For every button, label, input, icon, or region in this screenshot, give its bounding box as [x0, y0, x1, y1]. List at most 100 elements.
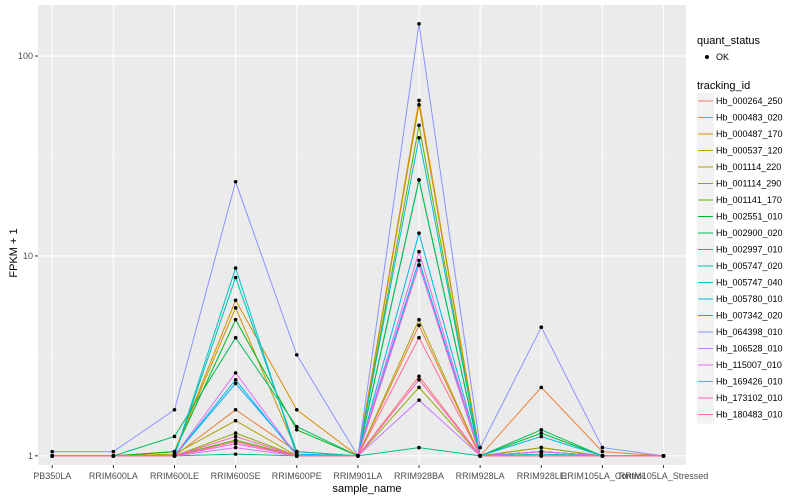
data-point	[417, 98, 421, 103]
data-point	[417, 378, 421, 382]
data-point	[417, 231, 421, 235]
data-point	[233, 452, 238, 456]
data-point	[172, 449, 177, 454]
data-point	[294, 353, 299, 357]
data-point	[50, 454, 55, 458]
data-point	[600, 454, 605, 458]
data-point	[233, 266, 238, 270]
data-point	[233, 335, 238, 340]
data-point	[294, 427, 299, 432]
data-point	[50, 449, 55, 454]
data-point	[539, 449, 544, 454]
data-point	[539, 434, 544, 439]
data-point	[233, 298, 238, 303]
plot-panel	[38, 5, 686, 465]
data-point	[600, 445, 605, 450]
y-axis: 1 10 100	[18, 51, 38, 461]
x-tick-label: RRIM600SE	[211, 471, 261, 481]
data-point	[233, 431, 238, 435]
data-point	[233, 317, 238, 322]
legend-item-label: Hb_005780_010	[716, 294, 783, 304]
x-tick-label: RRIM105LA_Control	[561, 471, 644, 481]
data-point	[233, 445, 238, 450]
legend-item-label: Hb_001114_290	[716, 179, 781, 189]
legend-item-label: Hb_169426_010	[716, 377, 783, 387]
x-axis: PB350LA RRIM600LA RRIM600LE RRIM600SE RRIM60…	[33, 465, 708, 481]
legend-item-label: Hb_000537_120	[716, 146, 783, 156]
legend-series-title: tracking_id	[697, 80, 750, 92]
data-point	[600, 449, 605, 454]
data-point	[111, 454, 116, 458]
data-point	[233, 179, 238, 184]
y-tick-label: 100	[18, 51, 33, 61]
x-axis-label: sample_name	[332, 483, 401, 495]
data-point	[294, 449, 299, 454]
data-point	[539, 431, 544, 435]
x-tick-label: RRIM600LA	[89, 471, 138, 481]
legend-item-label: Hb_115007_010	[716, 360, 782, 370]
legend-item-label: Hb_002997_010	[716, 245, 783, 255]
data-point	[417, 374, 421, 379]
data-point	[539, 427, 544, 432]
y-axis-label: FPKM + 1	[8, 228, 20, 277]
legend-item-label: Hb_002900_020	[716, 228, 783, 238]
data-point	[417, 123, 421, 128]
x-tick-label: RRIM928BA	[394, 471, 444, 481]
data-point	[478, 445, 482, 450]
data-point	[478, 454, 482, 458]
data-point	[172, 407, 177, 412]
legend-item-label: Hb_173102_010	[716, 393, 783, 403]
data-point	[294, 424, 299, 429]
data-point	[294, 454, 299, 458]
legend-item-label: Hb_007342_020	[716, 311, 783, 321]
data-point	[417, 249, 421, 254]
data-point	[233, 407, 238, 412]
data-point	[539, 454, 544, 458]
data-point	[417, 135, 421, 140]
legend-item-label: Hb_106528_010	[716, 344, 783, 354]
x-tick-label: RRIM600PE	[272, 471, 322, 481]
x-tick-label: RRIM928LA	[456, 471, 505, 481]
x-tick-label: RRIM928LE	[517, 471, 566, 481]
data-point	[111, 449, 116, 454]
data-point	[233, 439, 238, 444]
data-point	[233, 418, 238, 423]
legend-item-label: Hb_002551_010	[716, 212, 783, 222]
data-point	[417, 317, 421, 322]
data-point	[356, 454, 360, 458]
data-point	[539, 445, 544, 450]
legend-point-label: OK	[716, 52, 729, 62]
data-point	[417, 258, 421, 263]
data-point	[417, 21, 421, 26]
data-point	[417, 323, 421, 328]
data-point	[233, 378, 238, 382]
data-point	[233, 434, 238, 439]
data-point	[233, 381, 238, 386]
data-point	[172, 434, 177, 439]
legend-item-label: Hb_000487_170	[716, 129, 783, 139]
legend-item-label: Hb_180483_010	[716, 410, 783, 420]
data-point	[417, 178, 421, 182]
legend-item-label: Hb_005747_040	[716, 278, 783, 288]
data-point	[417, 398, 421, 402]
legend-item-label: Hb_001141_170	[716, 195, 782, 205]
data-point	[539, 325, 544, 330]
y-tick-label: 1	[28, 451, 33, 461]
data-point	[417, 263, 421, 267]
x-tick-label: RRIM901LA	[333, 471, 382, 481]
series-points	[50, 21, 666, 458]
legend-item-label: Hb_000483_020	[716, 113, 783, 123]
x-tick-label: RRIM105LA_Stressed	[619, 471, 709, 481]
data-point	[233, 275, 238, 280]
x-tick-label: RRIM600LE	[150, 471, 199, 481]
y-tick-label: 10	[23, 251, 33, 261]
data-point	[417, 385, 421, 390]
legend-item-label: Hb_005747_020	[716, 261, 783, 271]
data-point	[539, 385, 544, 390]
legend-item-label: Hb_000264_250	[716, 96, 783, 106]
x-tick-label: PB350LA	[33, 471, 71, 481]
data-point	[233, 371, 238, 375]
data-point	[172, 454, 177, 458]
data-point	[294, 407, 299, 412]
